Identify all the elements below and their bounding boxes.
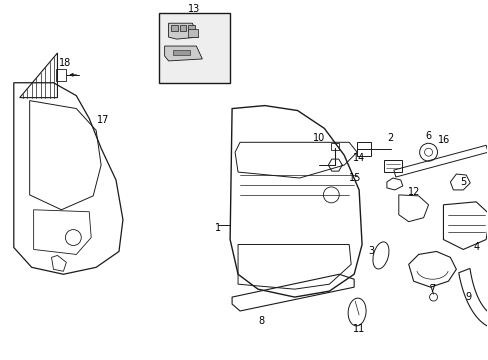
Text: 7: 7 <box>428 284 435 294</box>
Text: 10: 10 <box>313 133 325 143</box>
Text: 11: 11 <box>352 324 365 334</box>
Text: 8: 8 <box>258 316 264 326</box>
Text: 15: 15 <box>348 173 361 183</box>
Text: 18: 18 <box>59 58 71 68</box>
Text: 1: 1 <box>215 222 221 233</box>
Bar <box>170 25 177 31</box>
Text: 14: 14 <box>352 153 365 163</box>
Bar <box>356 142 370 156</box>
Text: 5: 5 <box>459 177 466 187</box>
Polygon shape <box>168 23 198 39</box>
Bar <box>188 25 195 31</box>
Text: 16: 16 <box>437 135 449 145</box>
Text: 3: 3 <box>367 247 373 256</box>
Polygon shape <box>188 29 198 37</box>
Text: 9: 9 <box>464 292 470 302</box>
Text: 13: 13 <box>188 4 200 14</box>
Bar <box>179 25 186 31</box>
Polygon shape <box>164 46 202 61</box>
Bar <box>331 143 339 150</box>
Bar <box>383 160 401 172</box>
Text: 12: 12 <box>407 187 419 197</box>
Text: 17: 17 <box>97 116 109 126</box>
Bar <box>172 50 190 55</box>
Text: 6: 6 <box>425 131 431 141</box>
Bar <box>56 69 66 81</box>
Text: 2: 2 <box>387 133 393 143</box>
Bar <box>158 13 230 83</box>
Text: 4: 4 <box>472 243 478 252</box>
